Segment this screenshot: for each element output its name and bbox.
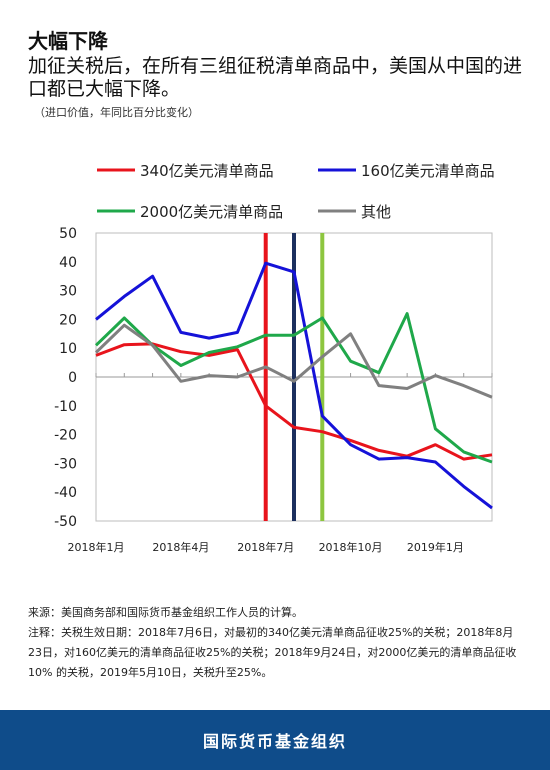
legend-label: 160亿美元清单商品: [361, 162, 495, 180]
y-tick-label: -20: [54, 428, 77, 444]
legend-label: 2000亿美元清单商品: [140, 203, 283, 221]
series-line: [95, 342, 493, 461]
y-tick-label: 40: [59, 255, 77, 271]
legend-label: 其他: [361, 203, 391, 221]
source-note: 来源：美国商务部和国际货币基金组织工作人员的计算。: [28, 606, 303, 619]
series-line: [94, 312, 493, 464]
y-tick-label: -30: [54, 456, 77, 472]
x-tick-label: 2018年1月: [68, 540, 125, 554]
chart-legend: 340亿美元清单商品 160亿美元清单商品 2000亿美元清单商品 其他: [97, 162, 495, 221]
y-tick-label: -10: [54, 399, 77, 415]
x-tick-label: 2018年7月: [237, 540, 294, 554]
footer-banner: 国际货币基金组织: [0, 710, 550, 770]
y-tick-label: 0: [68, 370, 77, 386]
x-tick-label: 2018年4月: [152, 540, 209, 554]
annotation-note: 注释：关税生效日期：2018年7月6日，对最初的340亿美元清单商品征收25%的…: [28, 626, 517, 679]
series-line: [95, 261, 493, 510]
x-tick-label: 2019年1月: [407, 540, 464, 554]
y-tick-label: 20: [59, 312, 77, 328]
chart-title: 大幅下降: [28, 29, 108, 53]
organization-name: 国际货币基金组织: [202, 732, 347, 751]
y-tick-label: 30: [59, 284, 77, 300]
plot-area: 50 40 30 20 10 0 -10 -20 -30 -40 -50 2018年1月 2018年4月…: [54, 226, 493, 554]
line-chart: 340亿美元清单商品 160亿美元清单商品 2000亿美元清单商品 其他 50 40 30…: [54, 162, 495, 554]
y-tick-label: 10: [59, 341, 77, 357]
chart-unit-note: （进口价值，年同比百分比变化）: [34, 106, 199, 119]
y-tick-label: -40: [54, 485, 77, 501]
y-tick-label: 50: [59, 226, 77, 242]
x-tick-label: 2018年10月: [319, 540, 383, 554]
chart-subtitle: 加征关税后，在所有三组征税清单商品中，美国从中国的进口都已大幅下降。: [28, 55, 523, 100]
legend-label: 340亿美元清单商品: [140, 162, 274, 180]
y-tick-label: -50: [54, 514, 77, 530]
series-line: [94, 323, 493, 399]
